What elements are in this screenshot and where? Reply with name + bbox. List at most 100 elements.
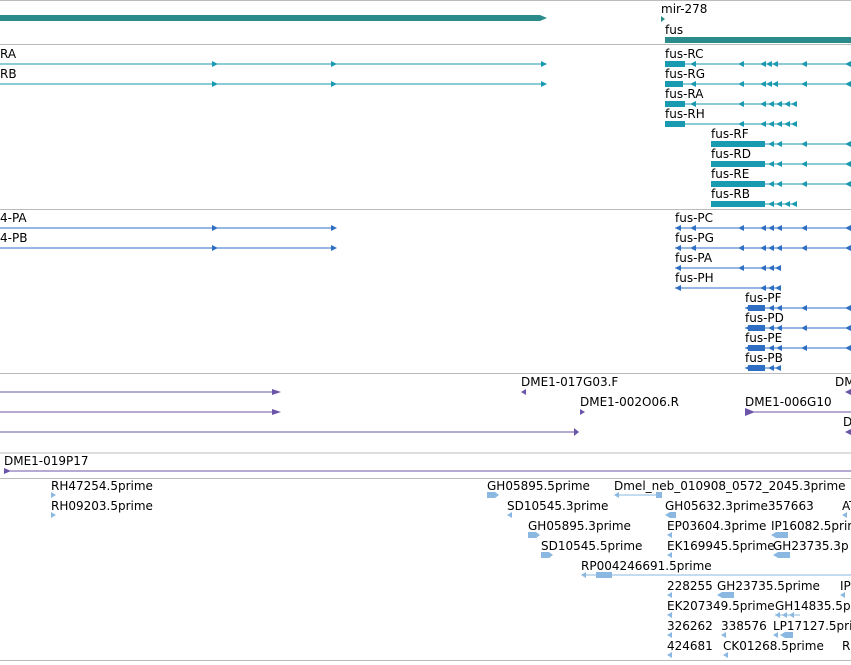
protein-fus-ph[interactable] (675, 285, 781, 291)
transcript-label-fus-re: fus-RE (711, 167, 749, 181)
protein-label-fus-pc: fus-PC (675, 211, 713, 225)
protein-label-fus-pa: fus-PA (675, 251, 713, 265)
clone-019p17[interactable] (4, 468, 851, 474)
protein-fus-pd[interactable] (745, 325, 851, 331)
transcript-fus-rd[interactable] (711, 161, 851, 167)
est-label: GH23735.5prime (717, 579, 820, 593)
est-feature[interactable] (667, 632, 672, 638)
est-feature[interactable] (717, 592, 734, 598)
est-feature[interactable] (667, 612, 672, 618)
est-label: EP03604.3prime (667, 519, 766, 533)
est-label: RH09203.5prime (51, 499, 153, 513)
est-label: IP (840, 579, 851, 593)
transcript-fus-rg[interactable] (665, 81, 851, 87)
gene-label-mir278: mir-278 (661, 2, 707, 16)
est-feature[interactable] (665, 512, 676, 518)
protein-left-pa[interactable] (0, 225, 337, 231)
est-label: 338576 (721, 619, 767, 633)
est-feature[interactable] (614, 492, 662, 498)
est-label: RP004246691.5prime (581, 559, 712, 573)
est-feature[interactable] (771, 532, 788, 538)
transcript-track: RA RB fus-RC fus-RG (0, 47, 851, 207)
clone-d[interactable] (845, 429, 851, 435)
transcript-fus-rb[interactable] (711, 201, 797, 207)
protein-label-fus-pd: fus-PD (745, 311, 784, 325)
transcript-fus-rh[interactable] (665, 121, 797, 127)
est-label: Dmel_neb_010908_0572_2045.3prime (614, 479, 846, 493)
clone-002o06[interactable] (580, 409, 585, 415)
gene-track: mir-278 fus (0, 2, 851, 43)
est-label: EK169945.5prime (667, 539, 775, 553)
est-feature[interactable] (775, 612, 800, 618)
protein-fus-pc[interactable] (675, 225, 851, 231)
est-feature[interactable] (773, 552, 790, 558)
transcript-left-rb[interactable] (0, 81, 547, 87)
est-feature[interactable] (51, 512, 56, 518)
est-label: GH05895.5prime (487, 479, 590, 493)
clone-label-006g10: DME1-006G10 (745, 395, 832, 409)
est-feature[interactable] (51, 492, 56, 498)
est-label: R (842, 639, 850, 653)
est-feature[interactable] (667, 652, 672, 658)
clone-feature-1[interactable] (0, 389, 281, 395)
est-feature[interactable] (667, 532, 672, 538)
transcript-label-ra: RA (0, 47, 17, 61)
transcript-fus-rf[interactable] (711, 141, 851, 147)
est-label: LP17127.5prim (773, 619, 851, 633)
est-label: GH23735.3p (773, 539, 849, 553)
est-feature[interactable] (667, 552, 672, 558)
clone-006g10[interactable] (745, 408, 851, 416)
est-feature[interactable] (723, 652, 728, 658)
gene-feature-left[interactable] (0, 15, 547, 21)
est-label: SD10545.3prime (507, 499, 608, 513)
clone-label-dm: DM (835, 375, 851, 389)
est-feature[interactable] (667, 592, 672, 598)
gene-fus[interactable] (665, 37, 851, 43)
est-label: GH05895.3prime (528, 519, 631, 533)
transcript-fus-ra[interactable] (665, 101, 797, 107)
transcript-fus-rc[interactable] (665, 61, 851, 67)
est-label: SD10545.5prime (541, 539, 642, 553)
clone-label-d: D (843, 415, 851, 429)
protein-fus-pe[interactable] (745, 345, 851, 351)
est-feature[interactable] (773, 632, 793, 638)
protein-fus-pf[interactable] (745, 305, 851, 311)
protein-left-pb[interactable] (0, 245, 337, 251)
protein-label-fus-pg: fus-PG (675, 231, 714, 245)
clone-label-017g03: DME1-017G03.F (521, 375, 618, 389)
clone-feature-2[interactable] (0, 409, 281, 415)
clone-017g03[interactable] (521, 389, 526, 395)
clone-dm[interactable] (845, 389, 851, 395)
clone-track: DME1-017G03.F DME1-002O06.R DME1-006G10 … (0, 375, 851, 474)
clone-label-002o06: DME1-002O06.R (580, 395, 679, 409)
transcript-label-fus-rc: fus-RC (665, 47, 704, 61)
clone-feature-3[interactable] (0, 428, 579, 436)
protein-fus-pb[interactable] (745, 365, 781, 371)
protein-fus-pa[interactable] (675, 265, 781, 271)
est-feature[interactable] (721, 632, 726, 638)
est-feature[interactable] (507, 512, 512, 518)
est-label: RH47254.5prime (51, 479, 153, 493)
transcript-label-fus-rh: fus-RH (665, 107, 705, 121)
transcript-fus-re[interactable] (711, 181, 851, 187)
est-feature[interactable] (541, 552, 553, 558)
est-feature[interactable] (842, 512, 847, 518)
protein-label-fus-ph: fus-PH (675, 271, 714, 285)
transcript-left-ra[interactable] (0, 61, 547, 67)
transcript-label-rb: RB (0, 67, 17, 81)
est-label: 326262 (667, 619, 713, 633)
est-feature[interactable] (581, 572, 851, 578)
est-label: IP16082.5prim (771, 519, 851, 533)
protein-fus-pg[interactable] (675, 245, 851, 251)
est-label: CK01268.5prime (723, 639, 824, 653)
est-feature[interactable] (487, 492, 499, 498)
gene-mir278[interactable] (661, 16, 665, 22)
est-feature[interactable] (528, 532, 540, 538)
est-label: EK207349.5prime (667, 599, 775, 613)
est-feature[interactable] (840, 592, 845, 598)
protein-label-fus-pb: fus-PB (745, 351, 783, 365)
protein-track: 4-PA 4-PB fus-PC fus-PG (0, 211, 851, 371)
